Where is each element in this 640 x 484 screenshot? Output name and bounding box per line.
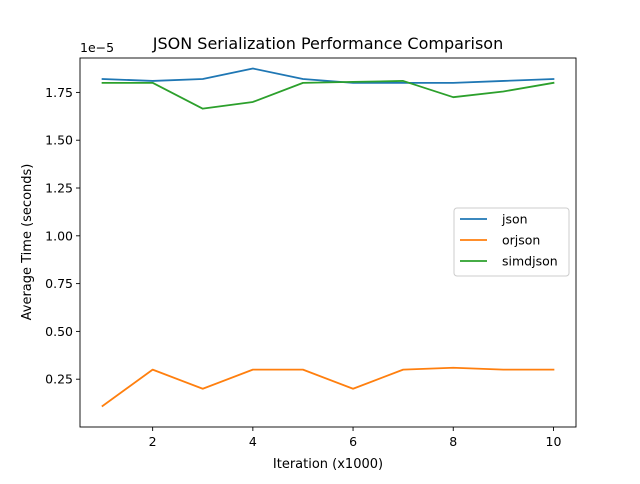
y-tick-label: 1.00 [45,228,73,243]
y-axis-label: Average Time (seconds) [20,164,35,321]
x-axis-label: Iteration (x1000) [273,457,383,472]
x-axis-ticks: 2 4 6 8 10 [149,427,562,449]
y-tick-label: 0.50 [45,324,73,339]
x-tick-label: 10 [546,434,562,449]
y-tick-label: 1.50 [45,133,73,148]
x-tick-label: 6 [349,434,357,449]
legend-label-json: json [501,212,528,227]
plot-area-frame [79,57,577,428]
y-tick-label: 0.25 [45,372,73,387]
series-line-json [101,67,555,84]
y-tick-label: 1.25 [45,181,73,196]
legend-label-orjson: orjson [502,233,540,248]
y-axis-ticks: 0.25 0.50 0.75 1.00 1.25 1.50 1.75 [45,85,80,387]
y-tick-label: 1.75 [45,85,73,100]
legend-box [453,207,570,277]
series-lines [101,67,555,408]
y-tick-label: 0.75 [45,276,73,291]
series-line-simdjson [101,80,555,110]
legend-label-simdjson: simdjson [502,254,558,269]
x-tick-label: 8 [449,434,457,449]
y-offset-label: 1e−5 [80,40,114,55]
chart-title: JSON Serialization Performance Compariso… [152,34,503,53]
series-line-orjson [101,366,555,408]
legend: json orjson simdjson [453,207,570,277]
x-tick-label: 2 [149,434,157,449]
x-tick-label: 4 [249,434,257,449]
